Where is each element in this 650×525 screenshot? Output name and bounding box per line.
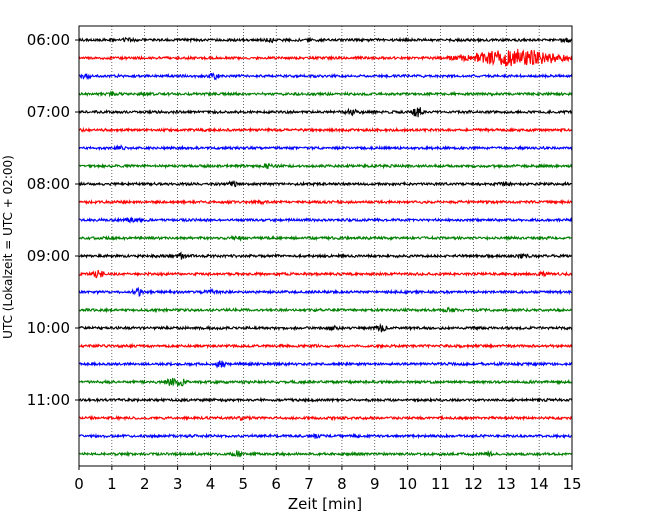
seismogram-trace [78,342,573,350]
x-tick-label: 3 [173,475,183,493]
x-tick-label: 15 [562,475,581,493]
seismogram-trace [78,251,573,260]
x-tick-label: 5 [239,475,249,493]
seismogram-trace [78,414,573,422]
trace-layer [78,36,573,458]
seismogram-trace [78,396,573,404]
x-tick-label: 9 [370,475,380,493]
x-axis-title: Zeit [min] [288,495,362,513]
seismogram-trace [78,180,573,188]
y-tick-label: 08:00 [27,175,70,193]
x-tick-label: 2 [140,475,150,493]
seismogram-trace [78,306,573,314]
seismogram-trace [78,126,573,134]
seismogram-trace [78,234,573,242]
seismogram-trace [78,90,573,98]
seismogram-trace [78,198,573,206]
seismogram-trace [78,72,573,81]
grid-layer [111,26,540,466]
seismogram-trace [78,162,573,170]
x-tick-label: 0 [74,475,84,493]
seismogram-trace [78,377,573,387]
seismogram-trace [78,144,573,152]
x-tick-label: 14 [530,475,549,493]
x-tick-label: 1 [107,475,117,493]
seismogram-trace [78,107,573,118]
plot-frame [78,25,573,467]
seismogram-trace [78,449,573,458]
y-axis-title: UTC (Lokalzeit = UTC + 02:00) [1,155,15,339]
y-tick-label: 10:00 [27,319,70,337]
x-tick-label: 12 [464,475,483,493]
y-tick-label: 07:00 [27,103,70,121]
x-tick-label: 13 [497,475,516,493]
seismogram-trace [78,360,573,369]
x-tick-label: 4 [206,475,216,493]
seismogram-trace [78,216,573,224]
seismogram-trace [78,36,573,44]
seismogram-trace [78,432,573,440]
seismogram-trace [78,269,573,279]
x-tick-label: 8 [337,475,347,493]
seismogram-trace [78,286,573,297]
seismogram-trace [78,322,573,333]
y-tick-label: 06:00 [27,31,70,49]
x-tick-label: 7 [304,475,314,493]
x-tick-label: 10 [398,475,417,493]
x-axis: 0 1 2 3 4 5 6 7 8 9 10 11 12 13 14 15 [74,466,582,493]
y-tick-label: 11:00 [27,391,70,409]
seismogram-trace [78,48,573,67]
x-tick-label: 6 [271,475,281,493]
x-tick-label: 11 [431,475,450,493]
plot-area [79,26,572,466]
y-tick-label: 09:00 [27,247,70,265]
y-axis: 06:00 07:00 08:00 09:00 10:00 11:00 [27,31,79,409]
